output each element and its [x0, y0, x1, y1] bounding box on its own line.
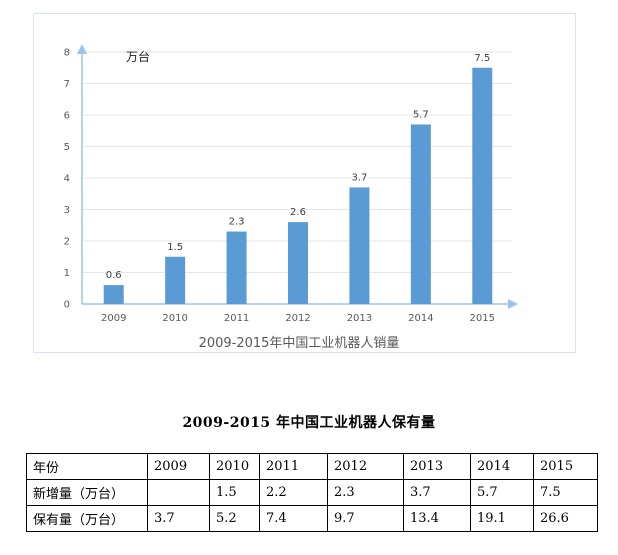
y-tick-label: 0 [64, 300, 70, 311]
value-cell: 3.7 [147, 505, 210, 532]
value-cell [147, 479, 210, 506]
y-tick-label: 3 [64, 205, 70, 216]
y-tick-label: 8 [64, 48, 70, 59]
bar [288, 222, 308, 304]
table-row: 新增量（万台） 1.5 2.2 2.3 3.7 5.7 7.5 [26, 479, 598, 506]
data-label: 0.6 [106, 270, 122, 281]
value-cell: 7.5 [533, 479, 598, 506]
value-cell: 5.7 [470, 479, 534, 506]
value-cell: 2.2 [259, 479, 328, 506]
x-axis-arrow [508, 299, 518, 309]
y-tick-label: 1 [64, 268, 70, 279]
bar [410, 124, 431, 304]
y-tick-label: 7 [64, 79, 70, 90]
bar [226, 231, 247, 304]
data-label: 3.7 [351, 172, 367, 183]
bar-chart: 0 1 2 3 4 5 6 7 8 万台 0.6 2009 1.5 2010 2.3 2011 2.6 2012 3… [64, 44, 518, 351]
x-tick-label: 2014 [408, 313, 433, 324]
robot-stock-table: 年份 2009 2010 2011 2012 2013 2014 2015 新增量（万台） 1.5… [26, 453, 598, 532]
value-cell: 13.4 [403, 505, 471, 532]
value-cell: 2.3 [327, 479, 404, 506]
year-header-cell: 2011 [259, 453, 328, 480]
chart-title: 2009-2015年中国工业机器人销量 [199, 336, 400, 351]
y-tick-label: 2 [64, 237, 70, 248]
y-unit-label: 万台 [126, 49, 150, 64]
x-tick-label: 2013 [347, 313, 372, 324]
year-header-cell: 2012 [327, 453, 404, 480]
row-label-cell: 保有量（万台） [26, 505, 148, 532]
year-header-cell: 2009 [147, 453, 210, 480]
value-cell: 7.4 [259, 505, 328, 532]
bar [103, 285, 124, 304]
value-cell: 1.5 [209, 479, 260, 506]
table-row: 保有量（万台） 3.7 5.2 7.4 9.7 13.4 19.1 26.6 [26, 505, 598, 532]
header-label-cell: 年份 [26, 453, 148, 480]
year-header-cell: 2010 [209, 453, 260, 480]
bar [165, 256, 186, 304]
value-cell: 9.7 [327, 505, 404, 532]
value-cell: 19.1 [470, 505, 534, 532]
data-label: 7.5 [474, 53, 490, 64]
value-cell: 3.7 [403, 479, 471, 506]
x-tick-label: 2011 [224, 313, 249, 324]
x-tick-label: 2010 [162, 313, 187, 324]
row-label-cell: 新增量（万台） [26, 479, 148, 506]
data-label: 2.6 [290, 207, 306, 218]
bar [472, 67, 493, 304]
year-header-cell: 2015 [533, 453, 598, 480]
y-tick-label: 6 [64, 111, 70, 122]
year-header-cell: 2013 [403, 453, 471, 480]
y-tick-label: 4 [64, 174, 70, 185]
x-tick-label: 2012 [285, 313, 310, 324]
table-title: 2009-2015 年中国工业机器人保有量 [182, 415, 436, 431]
y-tick-label: 5 [64, 142, 70, 153]
x-tick-label: 2009 [101, 313, 126, 324]
bar [349, 187, 370, 304]
value-cell: 5.2 [209, 505, 260, 532]
table-header-row: 年份 2009 2010 2011 2012 2013 2014 2015 [26, 453, 598, 480]
x-tick-label: 2015 [470, 313, 495, 324]
y-axis-arrow [77, 44, 87, 54]
data-label: 5.7 [413, 109, 429, 120]
data-label: 1.5 [167, 242, 183, 253]
chart-frame: 0 1 2 3 4 5 6 7 8 万台 0.6 2009 1.5 2010 2.3 2011 2.6 2012 3… [33, 13, 576, 353]
value-cell: 26.6 [533, 505, 598, 532]
data-label: 2.3 [229, 217, 245, 228]
year-header-cell: 2014 [470, 453, 534, 480]
